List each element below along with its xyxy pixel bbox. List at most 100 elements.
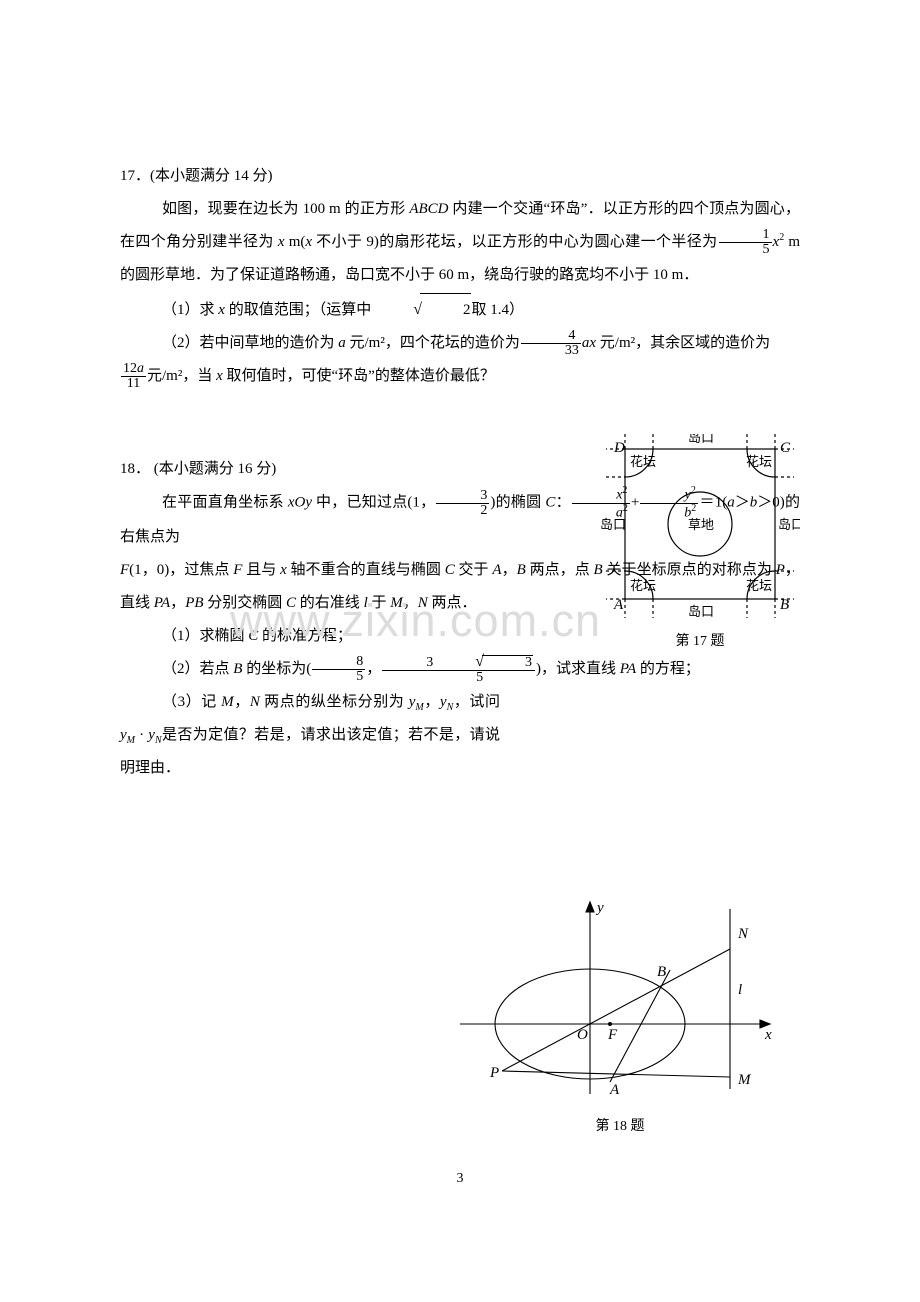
txt: )的椭圆: [490, 495, 545, 511]
sub-m: M: [127, 735, 135, 746]
q17-figure: D C A B 岛口 岛口 岛口 岛口 花坛 花坛 花坛 花坛 草地 第 17 …: [600, 434, 800, 650]
q17-sub1: （1）求 x 的取值范围；（运算中2取 1.4）: [120, 292, 800, 327]
frac-1-5: 15: [719, 228, 772, 257]
frac-12a-11: 12a11: [121, 362, 146, 391]
sup2: 2: [622, 485, 627, 496]
lbl-A: A: [613, 597, 624, 613]
txt: 元/m²，其余区域的造价为: [596, 335, 770, 351]
q17-sub2-cont: 12a11元/m²，当 x 取何值时，可使“环岛”的整体造价最低？: [120, 360, 800, 393]
txt: （3）记: [162, 694, 221, 710]
var-x: x: [216, 368, 223, 384]
spacer: [120, 393, 800, 423]
txt: ，: [502, 562, 517, 578]
txt: )，试求直线: [536, 661, 620, 677]
num: 12a: [121, 362, 146, 377]
lbl-island: 岛口: [688, 604, 714, 619]
txt: 的方程；: [636, 661, 700, 677]
var-c: C: [248, 628, 258, 644]
frac-3r3-5: 335: [382, 654, 535, 685]
q18-sub2: （2）若点 B 的坐标为(85，335)，试求直线 PA 的方程；: [120, 653, 800, 686]
txt: 的标准方程；: [258, 628, 352, 644]
txt: 中，已知过点(1，: [312, 495, 435, 511]
var-pa: PA: [154, 595, 170, 611]
lbl-B: B: [780, 597, 789, 613]
q18-figure: y x O F B A P N M l 第 18 题: [460, 894, 780, 1135]
txt: 取 1.4）: [471, 302, 524, 318]
txt: 两点，点: [526, 562, 594, 578]
q17-heading: 17．(本小题满分 14 分): [120, 160, 800, 193]
txt: 的右准线: [296, 595, 364, 611]
txt: 在平面直角坐标系: [162, 495, 288, 511]
num: x2: [572, 486, 630, 504]
var-a: A: [492, 562, 501, 578]
n12: 12: [123, 361, 137, 376]
txt: ，试问: [453, 694, 500, 710]
txt: 元/m²，四个花坛的造价为: [346, 335, 520, 351]
sup2: 2: [623, 503, 628, 514]
txt: ，: [366, 661, 381, 677]
txt: 两点的纵坐标分别为: [260, 694, 409, 710]
var-pa: PA: [620, 661, 636, 677]
lbl-N: N: [737, 926, 749, 942]
q17-svg: D C A B 岛口 岛口 岛口 岛口 花坛 花坛 花坛 花坛 草地: [600, 434, 800, 619]
var-c: C: [445, 562, 455, 578]
q17-sub2: （2）若中间草地的造价为 a 元/m²，四个花坛的造价为433ax 元/m²，其…: [120, 327, 800, 360]
lbl-D: D: [613, 440, 625, 456]
txt: 分别交椭圆: [204, 595, 287, 611]
den: 5: [312, 670, 365, 684]
sub-m: M: [415, 702, 423, 713]
den: a2: [572, 504, 630, 521]
frac-x2-a2: x2a2: [572, 486, 630, 520]
var-c: C: [545, 495, 555, 511]
num: 4: [521, 329, 581, 344]
page-number: 3: [0, 1171, 920, 1187]
txt: 取何值时，可使“环岛”的整体造价最低？: [223, 368, 495, 384]
frac-y2-b2: y2b2: [640, 486, 698, 520]
txt: （2）若中间草地的造价为: [162, 335, 338, 351]
lbl-y: y: [595, 900, 604, 916]
lbl-island: 岛口: [688, 434, 714, 445]
var-n: N: [418, 595, 428, 611]
txt: 轴不重合的直线与椭圆: [287, 562, 445, 578]
den: 5: [719, 243, 772, 257]
q18-sub3: （3）记 M，N 两点的纵坐标分别为 yM，yN，试问 yM · yN是否为定值…: [120, 686, 800, 785]
sup2: 2: [691, 485, 696, 496]
den: 5: [382, 671, 535, 685]
n3: 3: [426, 655, 433, 670]
lbl-M: M: [737, 1072, 752, 1088]
txt: 的坐标为(: [242, 661, 311, 677]
den: 33: [521, 344, 581, 358]
txt: 是否为定值？若是，请求出该定值；若不是，请说明理由．: [120, 727, 500, 776]
var-b: B: [517, 562, 526, 578]
var-ax: ax: [582, 335, 596, 351]
lbl-O: O: [577, 1027, 588, 1043]
den: 2: [436, 504, 489, 518]
den: 11: [121, 377, 146, 391]
rad: 3: [482, 655, 533, 670]
var-c: C: [286, 595, 296, 611]
var-n: N: [250, 694, 260, 710]
var-x: x: [218, 302, 225, 318]
num: 33: [382, 654, 535, 671]
var-ym: y: [120, 727, 127, 743]
txt: 交于: [455, 562, 493, 578]
lbl-C: C: [780, 440, 791, 456]
var-yn: y: [440, 694, 447, 710]
txt: (1，0)，过焦点: [129, 562, 233, 578]
q17-fig-caption: 第 17 题: [600, 630, 800, 650]
num: 8: [312, 655, 365, 670]
txt: ，: [170, 595, 185, 611]
txt: ，: [234, 694, 250, 710]
txt: （2）若点: [162, 661, 233, 677]
frac-8-5: 85: [312, 655, 365, 684]
lbl-A: A: [609, 1082, 620, 1098]
txt: （1）求椭圆: [162, 628, 248, 644]
var-pb: PB: [185, 595, 203, 611]
txt: 两点．: [428, 595, 477, 611]
lbl-flower: 花坛: [630, 578, 656, 593]
txt: ：: [555, 495, 570, 511]
frac-4-33: 433: [521, 329, 581, 358]
txt: （1）求: [162, 302, 218, 318]
lbl-B: B: [657, 964, 666, 980]
txt: 且与: [242, 562, 280, 578]
